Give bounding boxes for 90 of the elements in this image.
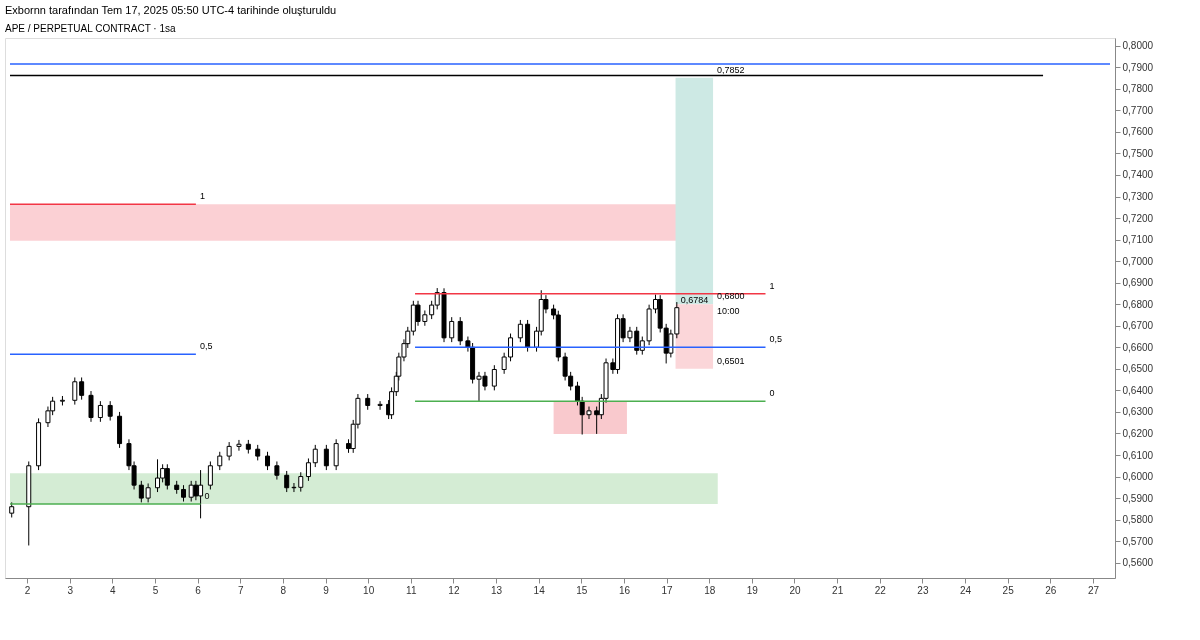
annotation: 0,5 [769, 334, 783, 345]
y-tick-label: 0,6300 [1122, 406, 1154, 418]
y-tick-label: 0,5600 [1122, 557, 1154, 569]
candlestick [97, 400, 103, 423]
x-tick-label: 12 [448, 584, 460, 596]
y-tick-label: 0,7700 [1122, 104, 1154, 116]
y-tick-label: 0,7200 [1122, 212, 1154, 224]
y-tick-label: 0,7000 [1122, 255, 1154, 267]
y-tick-label: 0,6500 [1122, 363, 1154, 375]
y-tick-label: 0,6700 [1122, 320, 1154, 332]
candlestick [265, 451, 271, 471]
annotation: 0 [769, 388, 775, 399]
x-tick-label: 4 [110, 584, 117, 596]
y-tick-label: 0,7400 [1122, 169, 1154, 181]
candlestick [333, 438, 339, 471]
y-tick-label: 0,6600 [1122, 341, 1154, 353]
y-tick-label: 0,5700 [1122, 535, 1154, 547]
candlestick [457, 316, 463, 346]
x-tick-label: 9 [323, 584, 330, 596]
candlestick [491, 364, 497, 391]
candlestick [79, 376, 85, 401]
annotation: 0,7852 [717, 64, 745, 75]
x-tick-label: 10 [363, 584, 375, 596]
x-tick-label: 15 [576, 584, 588, 596]
y-tick-label: 0,6900 [1122, 277, 1154, 289]
y-tick-label: 0,6200 [1122, 427, 1154, 439]
x-tick-label: 22 [874, 584, 887, 596]
candlestick [236, 439, 242, 452]
y-tick-label: 0,5900 [1122, 492, 1154, 504]
x-tick-label: 23 [917, 584, 929, 596]
candlestick [164, 463, 170, 490]
x-tick-label: 20 [789, 584, 801, 596]
y-tick-label: 0,7900 [1122, 61, 1154, 73]
x-tick-label: 27 [1087, 584, 1100, 596]
candlestick [88, 390, 94, 423]
x-tick-label: 25 [1002, 584, 1015, 596]
candlestick [377, 400, 383, 411]
candlestick [107, 400, 113, 422]
candlestick [323, 444, 329, 471]
candlestick [284, 470, 290, 493]
candlestick [193, 480, 199, 501]
x-tick-label: 7 [237, 584, 244, 596]
candlestick [207, 460, 213, 490]
candlestick [305, 457, 311, 482]
y-tick-label: 0,6800 [1122, 298, 1154, 310]
candlestick [72, 376, 78, 406]
x-tick-label: 17 [661, 584, 674, 596]
annotation: 0,6784 [680, 294, 709, 305]
candlestick [312, 444, 318, 468]
candlestick [217, 451, 223, 471]
x-tick-label: 19 [746, 584, 759, 596]
y-tick-label: 0,7800 [1122, 83, 1154, 95]
annotation: 10:00 [717, 306, 740, 317]
x-tick-label: 3 [67, 584, 74, 596]
x-tick-label: 8 [280, 584, 287, 596]
x-tick-label: 16 [618, 584, 631, 596]
candlestick [274, 460, 280, 481]
candlestick [226, 441, 232, 461]
annotation: 1 [769, 280, 775, 291]
y-tick-label: 0,7600 [1122, 126, 1154, 138]
chart-subtitle: APE / PERPETUAL CONTRACT · 1sa [5, 23, 177, 34]
y-tick-label: 0,5800 [1122, 514, 1154, 526]
annotation: 0 [204, 490, 210, 501]
x-tick-label: 21 [832, 584, 844, 596]
y-tick-label: 0,8000 [1122, 40, 1154, 52]
annotation: 1 [199, 191, 205, 202]
y-tick-label: 0,6000 [1122, 471, 1154, 483]
candlestick [525, 319, 531, 353]
x-tick-label: 2 [24, 584, 31, 596]
candlestick [574, 381, 580, 406]
x-tick-label: 18 [704, 584, 716, 596]
x-tick-label: 6 [195, 584, 202, 596]
y-tick-label: 0,7300 [1122, 191, 1154, 203]
annotation: 0,5 [199, 341, 213, 352]
annotation: 0,6800 [717, 291, 745, 302]
x-tick-label: 5 [152, 584, 159, 596]
x-tick-label: 24 [959, 584, 972, 596]
y-tick-label: 0,7500 [1122, 147, 1154, 159]
chart-title: Exbornn tarafından Tem 17, 2025 05:50 UTC-4 tarihinde oluşturuldu [5, 4, 337, 16]
candlestick [449, 316, 455, 343]
y-tick-label: 0,7100 [1122, 234, 1154, 246]
candlestick [155, 458, 161, 493]
candlestick [517, 319, 523, 343]
x-tick-label: 14 [533, 584, 546, 596]
x-tick-label: 13 [490, 584, 503, 596]
x-tick-label: 26 [1045, 584, 1057, 596]
x-tick-label: 11 [406, 584, 417, 596]
annotation: 0,6501 [717, 355, 745, 366]
y-tick-label: 0,6400 [1122, 384, 1154, 396]
y-tick-label: 0,6100 [1122, 449, 1154, 461]
